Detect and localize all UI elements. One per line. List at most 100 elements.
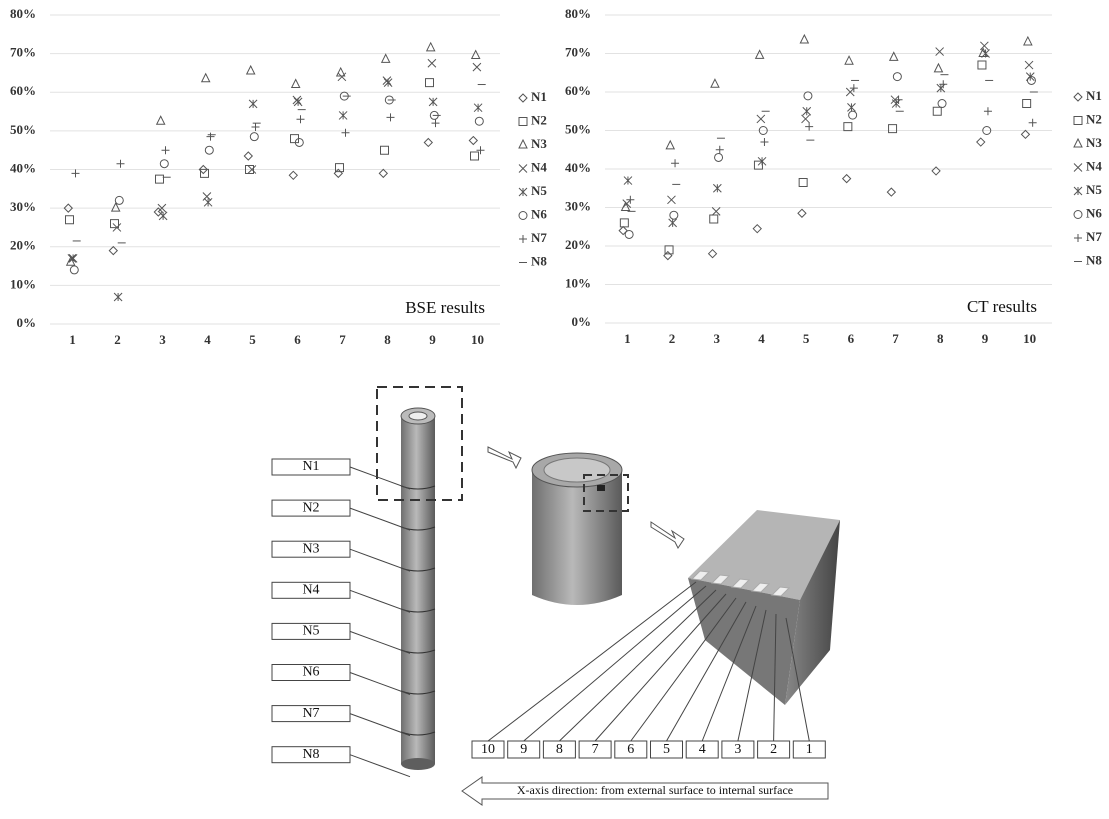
x-tick-label: 5 <box>249 332 256 347</box>
data-point <box>799 33 810 44</box>
y-tick-label: 40% <box>10 160 36 175</box>
legend-label: N4 <box>531 159 547 174</box>
data-point <box>206 132 215 141</box>
data-point <box>472 62 482 72</box>
legend-marker <box>1073 137 1083 148</box>
y-tick-label: 10% <box>10 276 36 291</box>
label-box <box>721 740 755 759</box>
leader-line <box>594 593 727 742</box>
label-box <box>614 740 648 759</box>
data-point <box>622 199 632 209</box>
tube-bottom <box>401 758 435 770</box>
data-point <box>1022 99 1032 109</box>
y-tick-label: 20% <box>10 238 36 253</box>
data-point <box>153 207 164 217</box>
data-point <box>468 135 479 146</box>
data-point <box>845 87 855 97</box>
data-point <box>71 169 80 178</box>
legend-marker <box>518 117 528 126</box>
node-label: N2 <box>302 500 319 515</box>
legend-marker <box>1073 163 1083 172</box>
wedge-slices <box>690 570 791 597</box>
data-point <box>937 99 947 109</box>
data-point <box>243 151 254 161</box>
x-tick-label: 10 <box>471 332 484 347</box>
legend-marker <box>518 211 528 220</box>
data-point <box>69 265 79 275</box>
node-label: N5 <box>302 624 319 639</box>
data-point <box>202 192 212 201</box>
y-tick-label: 30% <box>10 199 36 214</box>
data-point <box>932 106 942 116</box>
data-point <box>67 253 77 263</box>
data-point <box>198 164 209 175</box>
leader-line <box>349 507 411 531</box>
data-point <box>752 223 762 234</box>
y-tick-label: 30% <box>565 198 591 213</box>
leader-line <box>630 597 737 742</box>
x-tick-label: 1 <box>624 331 631 346</box>
data-point <box>801 114 810 124</box>
data-point <box>110 219 119 229</box>
data-point <box>939 80 948 89</box>
data-point <box>249 132 259 142</box>
position-label: 7 <box>592 742 599 757</box>
label-box <box>271 458 351 476</box>
x-tick-label: 2 <box>114 332 121 347</box>
data-point <box>664 245 674 255</box>
data-point <box>797 208 807 218</box>
data-point <box>296 115 305 124</box>
data-point <box>159 159 169 169</box>
data-point <box>157 203 167 213</box>
leader-line <box>701 605 757 742</box>
leader-line <box>349 589 411 613</box>
data-point <box>378 168 389 179</box>
wedge-side <box>785 520 840 705</box>
legend-marker <box>518 187 528 197</box>
node-label: N3 <box>302 541 319 556</box>
y-tick-label: 70% <box>10 45 36 60</box>
legend-marker <box>1074 234 1082 242</box>
data-point <box>431 119 440 128</box>
y-tick-label: 0% <box>572 314 592 329</box>
legend-label: N2 <box>531 112 547 127</box>
data-point <box>707 248 718 259</box>
data-point <box>983 107 992 116</box>
data-point <box>247 165 257 174</box>
legend-label: N8 <box>531 253 547 268</box>
data-point <box>380 53 391 63</box>
data-point <box>161 146 170 155</box>
data-point <box>337 72 347 82</box>
leader-line <box>349 630 411 654</box>
position-label: 2 <box>770 742 777 757</box>
data-point <box>618 225 628 236</box>
sample-spot <box>597 485 605 491</box>
x-tick-label: 8 <box>384 332 391 347</box>
data-point <box>1024 60 1034 70</box>
data-point <box>844 55 854 65</box>
data-point <box>112 223 122 232</box>
x-tick-label: 9 <box>429 332 436 347</box>
legend-label: N5 <box>531 183 547 198</box>
data-point <box>108 245 119 256</box>
y-tick-label: 60% <box>565 83 591 98</box>
chart-annotation: BSE results <box>405 298 485 317</box>
data-point <box>933 62 944 73</box>
legend-marker <box>519 235 527 243</box>
data-point <box>757 156 767 166</box>
position-label: 5 <box>663 742 670 757</box>
position-label: 10 <box>481 742 495 757</box>
data-point <box>758 126 768 135</box>
segment-core <box>543 457 611 483</box>
data-point <box>428 97 438 107</box>
legend-label: N6 <box>531 206 547 221</box>
data-point <box>665 139 676 150</box>
label-box <box>471 740 505 759</box>
y-tick-label: 60% <box>10 83 36 98</box>
label-box <box>578 740 612 759</box>
data-point <box>979 41 989 51</box>
data-point <box>341 128 350 137</box>
y-tick-label: 80% <box>565 6 591 21</box>
x-tick-label: 5 <box>803 331 810 346</box>
label-box <box>271 622 351 640</box>
